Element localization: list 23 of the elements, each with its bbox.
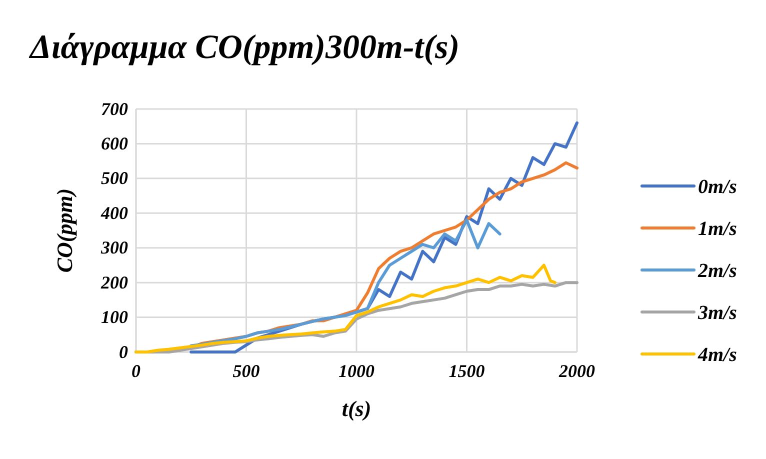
legend-label: 1m/s: [698, 218, 738, 240]
x-axis-title: t(s): [342, 396, 372, 421]
line-series: [190, 218, 502, 348]
y-tick-label: 400: [100, 202, 128, 223]
y-tick-label: 500: [101, 168, 128, 188]
legend-label: 0m/s: [698, 176, 738, 198]
y-tick-label: 600: [101, 133, 128, 154]
y-tick-label: 700: [101, 98, 128, 119]
x-tick-label: 500: [232, 360, 260, 381]
x-tick-label: 2000: [558, 360, 595, 381]
x-tick-label: 0: [132, 360, 140, 381]
line-series: [134, 264, 556, 354]
x-tick-label: 1000: [338, 360, 374, 381]
x-tick-label: 1500: [448, 360, 485, 381]
chart-title: Διάγραμμα CO(ppm)300m-t(s): [28, 29, 460, 66]
y-tick-label: 300: [100, 238, 128, 258]
legend-label: 2m/s: [697, 260, 738, 282]
y-tick-label: 100: [101, 307, 128, 328]
legend-label: 4m/s: [697, 344, 738, 366]
y-axis-title: CO(ppm): [52, 188, 77, 273]
y-tick-label: 0: [119, 342, 128, 362]
y-tick-label: 200: [100, 272, 128, 292]
legend-label: 3m/s: [697, 302, 738, 324]
